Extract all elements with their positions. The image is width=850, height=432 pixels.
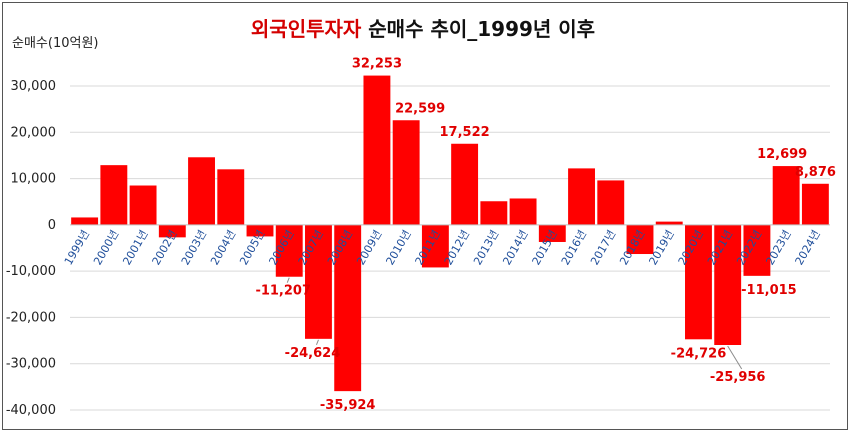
bar [451, 143, 479, 225]
x-tick-label: 2024년 [793, 228, 823, 268]
bar [275, 224, 303, 277]
bars [71, 75, 829, 392]
label-leader-line [286, 277, 290, 283]
bar [568, 168, 595, 225]
x-tick-label: 2004년 [208, 228, 238, 268]
bar [743, 224, 771, 276]
x-tick-label: 2002년 [150, 228, 180, 268]
data-label: -24,624 [285, 346, 341, 361]
data-label: 32,253 [352, 57, 402, 72]
data-label: 12,699 [757, 147, 807, 162]
y-tick-label: -30,000 [6, 357, 56, 372]
bar [772, 166, 800, 225]
bar [246, 224, 274, 237]
bar [509, 198, 537, 225]
data-label: -25,956 [710, 370, 766, 385]
data-label: 8,876 [795, 165, 836, 180]
bar [217, 169, 245, 225]
bar [363, 75, 391, 225]
x-tick-label: 2000년 [91, 228, 121, 268]
label-leader-line [727, 345, 743, 370]
label-leader-line [315, 339, 319, 346]
data-label: 17,522 [440, 125, 490, 140]
y-tick-label: -20,000 [6, 310, 56, 325]
bar [538, 224, 566, 242]
y-axis-ticks: 30,000 20,000 10,000 0 -10,000 -20,000 -30,000… [6, 79, 56, 418]
bar [71, 217, 99, 225]
x-tick-label: 2001년 [120, 228, 150, 268]
y-tick-label: 20,000 [11, 125, 57, 140]
x-tick-label: 2015년 [530, 228, 560, 268]
data-labels: -11,207 -24,624 -35,924 32,253 22,599 17,522 -… [255, 57, 835, 414]
x-tick-label: 2017년 [588, 228, 618, 268]
data-label: -11,015 [741, 283, 797, 298]
bar [801, 183, 829, 225]
y-tick-label: -10,000 [6, 264, 56, 279]
bar [597, 180, 625, 225]
gridlines [70, 85, 830, 411]
chart-title-highlight: 외국인투자자 [251, 17, 362, 41]
x-tick-label: 2013년 [471, 228, 501, 268]
bar [129, 185, 157, 225]
label-leader-lines [286, 277, 743, 370]
x-tick-label: 1999년 [62, 228, 92, 268]
bar [188, 157, 215, 225]
y-tick-label: 30,000 [11, 79, 57, 94]
y-tick-label: 10,000 [11, 172, 57, 187]
x-tick-label: 2014년 [500, 228, 530, 268]
x-tick-label: 2005년 [237, 228, 267, 268]
bar [480, 201, 508, 225]
bar [305, 224, 332, 339]
bar [655, 221, 683, 225]
bar [626, 224, 654, 255]
chart-title-rest: 순매수 추이_1999년 이후 [361, 17, 595, 41]
data-label: -11,207 [255, 284, 311, 299]
data-label: 22,599 [395, 101, 445, 116]
y-axis-label: 순매수(10억원) [12, 36, 99, 51]
bar [100, 165, 128, 225]
bar [158, 224, 186, 238]
x-tick-label: 2010년 [383, 228, 413, 268]
bar [714, 224, 742, 345]
bar [685, 224, 712, 340]
chart-title: 외국인투자자 순매수 추이_1999년 이후 [251, 17, 595, 41]
y-tick-label: 0 [48, 218, 56, 233]
bar [334, 224, 362, 392]
data-label: -24,726 [671, 346, 727, 361]
data-label: -35,924 [320, 398, 376, 413]
y-tick-label: -40,000 [6, 403, 56, 418]
bar [392, 120, 420, 225]
bar [421, 224, 449, 268]
